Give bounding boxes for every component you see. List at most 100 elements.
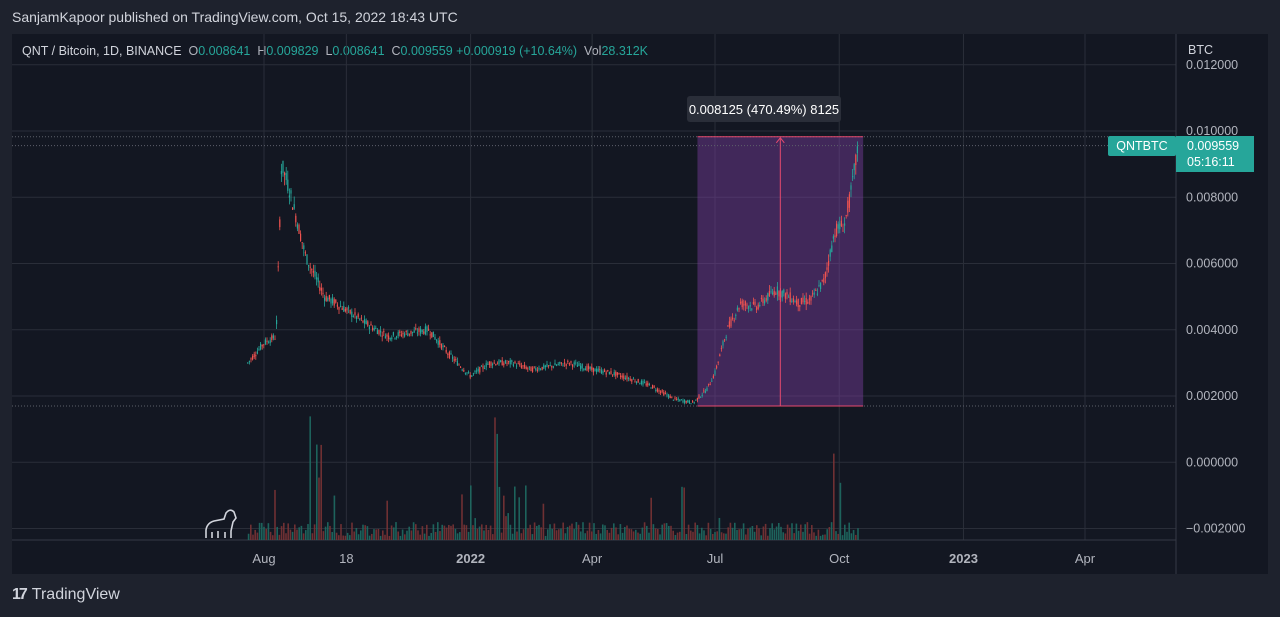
candle-body [707,383,710,385]
price-axis[interactable]: 0.012000 0.010000 0.008000 0.006000 0.004000… [1186,58,1245,536]
volume-bar [630,529,633,540]
candle-body [360,317,362,319]
candle-body [440,343,442,349]
volume-bar [285,533,287,540]
candle-body [459,366,462,368]
candle-body [664,392,666,394]
volume-bar [463,524,465,540]
candle-body [624,377,626,380]
volume-bar [821,534,824,540]
time-axis[interactable]: Aug 18 2022 Apr Jul Oct 2023 Apr [252,551,1095,566]
candle-body [344,308,346,312]
candle-body [611,374,614,376]
candle-body [291,207,294,210]
legend-low-value: 0.008641 [332,44,385,58]
legend-close-value: 0.009559 [400,44,453,58]
candle-body [682,400,684,403]
candle-body [389,337,391,340]
candle-body [581,363,583,369]
candle-body [253,353,255,358]
candle-body [727,325,729,327]
volume-bar [540,527,542,540]
candle-body [479,367,481,373]
candle-body [485,363,487,368]
symbol-legend[interactable]: QNT / Bitcoin, 1D, BINANCE O0.008641 H0.… [22,44,648,58]
candle-body [645,383,647,386]
candle-body [272,335,274,339]
candle-body [287,179,289,191]
volume-bar [571,523,573,540]
candle-body [341,308,343,310]
candle-body [837,224,839,229]
volume-bar [447,524,450,540]
candle-body [823,278,825,283]
candle-body [535,368,537,370]
candle-body [349,309,351,314]
candle-body [824,272,826,279]
legend-symbol[interactable]: QNT / Bitcoin, 1D, BINANCE [22,44,182,58]
volume-bar [480,524,483,540]
volume-bar [553,523,556,540]
candle-body [747,306,750,309]
candle-body [834,235,836,238]
volume-bar [780,526,782,540]
candle-body [803,300,806,302]
badge-symbol-bg [1108,136,1176,156]
volume-bar [692,531,694,540]
candle-body [501,360,503,366]
candle-body [442,345,444,348]
candle-body [706,388,708,392]
candle-body [416,332,418,334]
candle-body [629,378,631,381]
volume-bar [795,523,798,540]
volume-bar [582,522,584,540]
volume-bar [309,416,311,540]
candle-body [794,300,796,303]
candle-body [551,365,553,368]
candle-body [728,321,730,327]
candle-body [808,298,810,300]
volume-bar [318,477,320,540]
volume-bar [410,530,413,540]
volume-bar [839,482,842,540]
footer-brand[interactable]: 17 TradingView [12,586,120,604]
candle-body [519,363,521,366]
candle-body [744,301,746,306]
volume-bar [513,486,516,540]
candle-body [482,365,484,369]
volume-bar [782,532,784,540]
volume-bar [742,523,745,540]
volume-bar [280,526,283,540]
candle-body [680,399,682,401]
candle-body [307,264,310,267]
volume-bar [623,526,626,540]
candle-body [335,299,337,303]
legend-open-value: 0.008641 [198,44,251,58]
volume-bar [626,525,628,540]
candle-body [480,365,482,367]
volume-bar [637,532,639,540]
volume-bar [269,531,272,540]
candle-body [357,314,359,318]
candle-body [851,176,854,178]
volume-bar [601,524,604,540]
volume-bar [465,525,468,540]
volume-bar [784,533,787,540]
candle-body [584,368,586,371]
chart-frame[interactable] [12,34,1268,574]
volume-bar [302,533,305,540]
price-tick-label: 0.004000 [1186,323,1238,337]
candle-body [517,363,519,365]
candle-body [464,372,466,374]
candle-body [395,336,398,338]
volume-bar [760,535,762,540]
candle-body [594,368,596,372]
candle-body [811,293,814,295]
volume-bar [324,526,327,540]
candle-body [424,326,426,335]
volume-bar [714,532,716,540]
time-tick-label: Aug [252,551,275,566]
volume-bar [289,529,292,540]
volume-bar [527,528,529,540]
